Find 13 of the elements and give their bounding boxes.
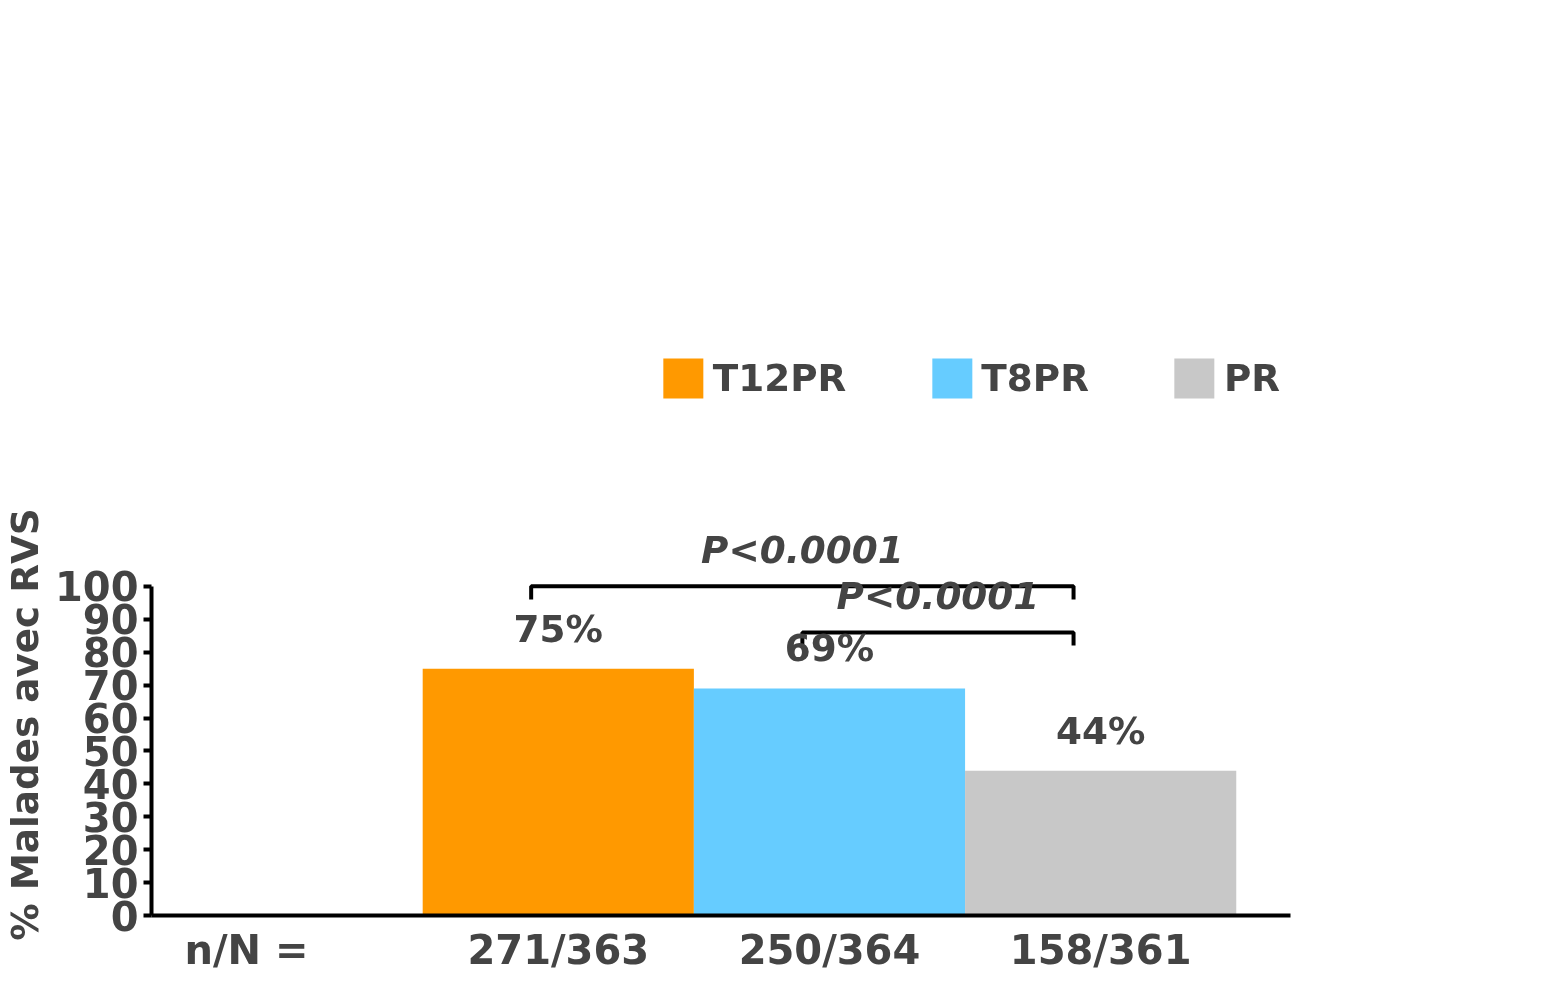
y-axis-title: % Malades avec RVS <box>3 508 47 941</box>
annotation: P<0.0001 <box>836 574 1040 619</box>
text: P<0.0001 <box>701 528 904 573</box>
data-label: 69% <box>784 626 875 671</box>
data-label: 44% <box>1055 708 1146 753</box>
data-label: 75% <box>513 606 603 651</box>
x-tick-label: 271/363 <box>467 926 650 973</box>
legend-label: PR <box>1223 355 1280 400</box>
x-tick-label: 158/361 <box>1009 926 1192 973</box>
legend-label: T12PR <box>712 355 847 400</box>
text: n/N = <box>184 926 309 973</box>
x-tick-label: 250/364 <box>738 926 921 973</box>
legend-label: T8PR <box>981 355 1089 400</box>
